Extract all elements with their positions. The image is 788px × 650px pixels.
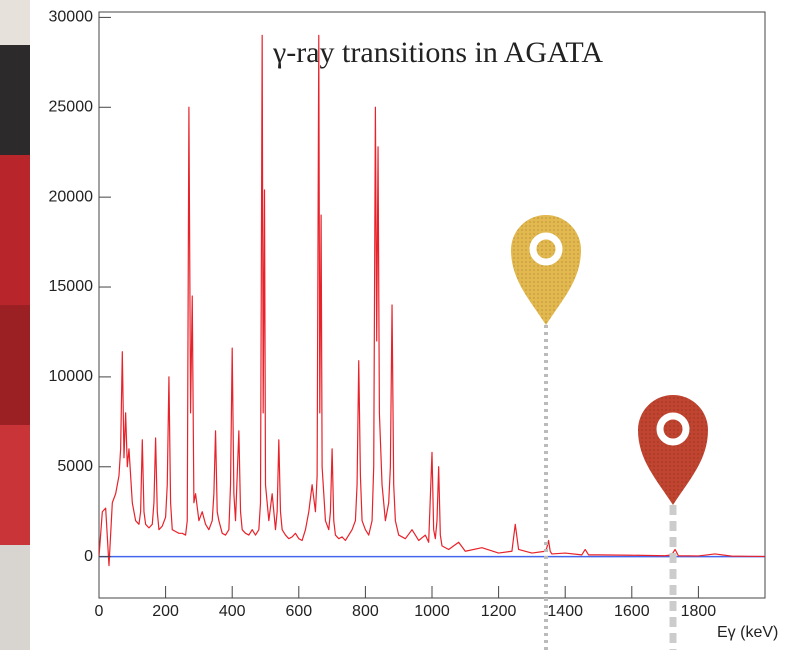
- x-tick-label: 0: [95, 603, 104, 620]
- spectrum-line: [99, 34, 765, 567]
- y-tick-label: 20000: [49, 188, 94, 205]
- x-tick-label: 1600: [614, 603, 650, 620]
- plot-frame: [98, 11, 766, 599]
- y-tick-label: 30000: [49, 9, 94, 26]
- y-tick-label: 0: [84, 548, 93, 565]
- x-tick-label: 1400: [547, 603, 583, 620]
- background-photo: [0, 0, 94, 650]
- x-tick-label: 800: [352, 603, 379, 620]
- x-tick-label: 400: [219, 603, 246, 620]
- marker-red: [638, 395, 708, 650]
- y-tick-label: 10000: [49, 368, 94, 385]
- chart-title: γ-ray transitions in AGATA: [272, 36, 603, 69]
- x-tick-label: 1000: [414, 603, 450, 620]
- marker-yellow: [511, 215, 581, 650]
- y-tick-label: 5000: [57, 458, 93, 475]
- x-axis-label: Eγ (keV): [717, 624, 778, 641]
- y-tick-label: 15000: [49, 278, 94, 295]
- plot-area: [99, 34, 765, 567]
- x-tick-label: 1800: [681, 603, 717, 620]
- x-tick-label: 1200: [481, 603, 517, 620]
- y-tick-label: 25000: [49, 98, 94, 115]
- x-tick-label: 600: [285, 603, 312, 620]
- x-tick-label: 200: [152, 603, 179, 620]
